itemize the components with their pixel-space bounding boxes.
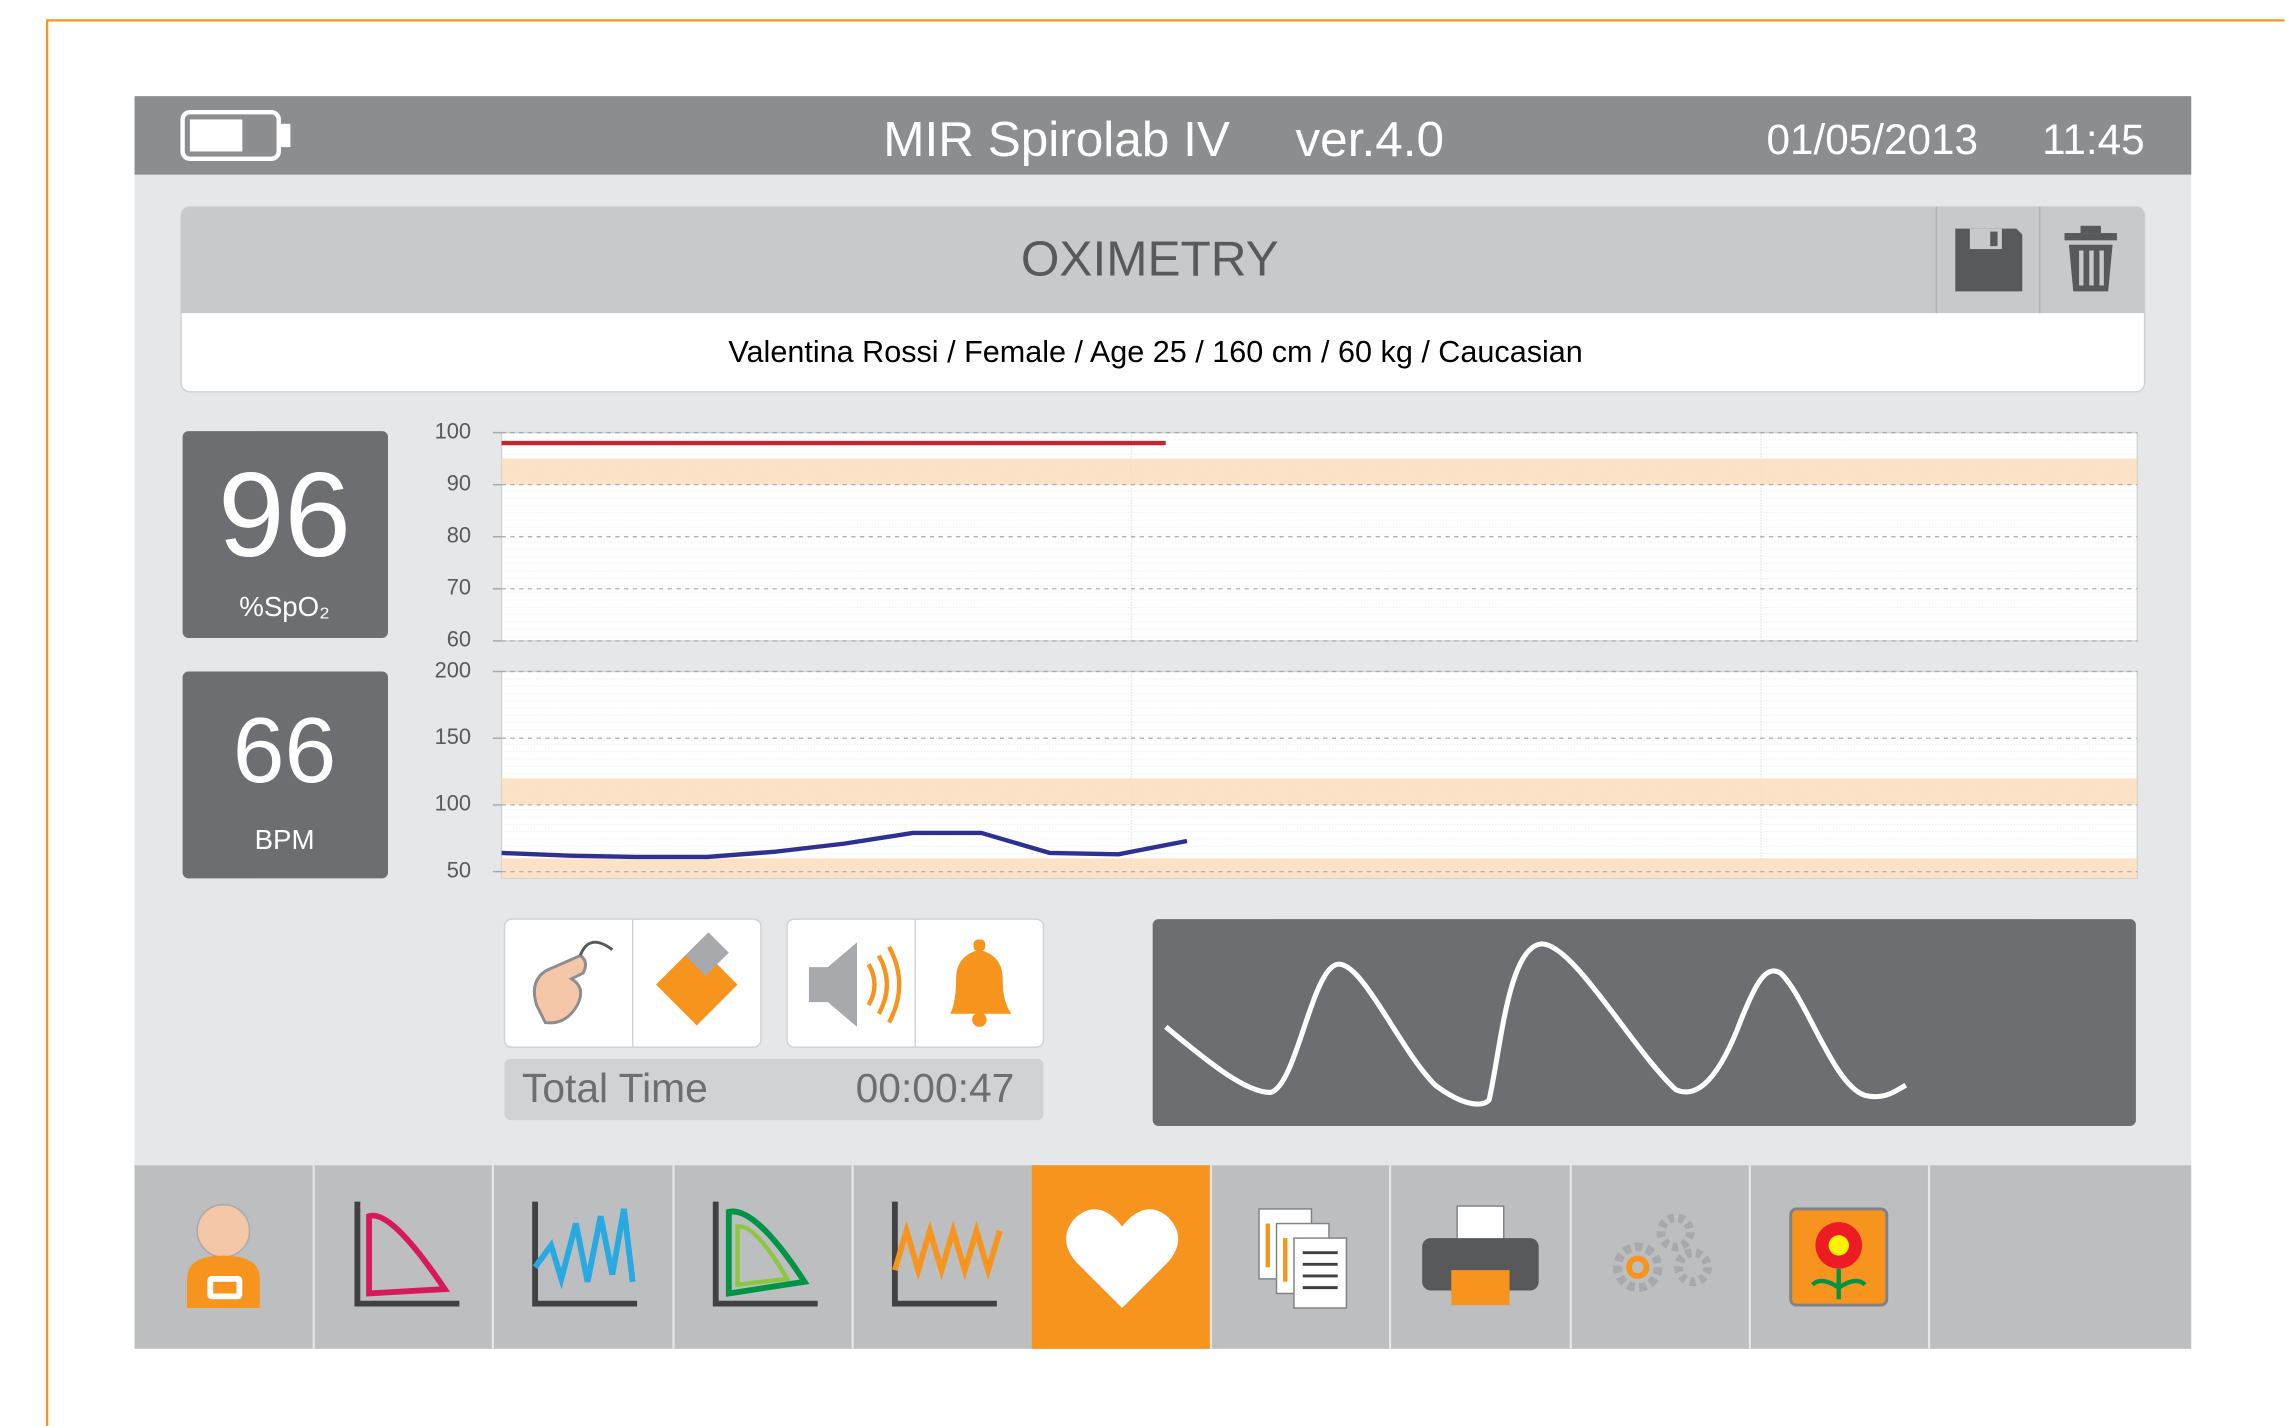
y-tick-label: 150 <box>435 724 471 749</box>
pleth-wave <box>1164 941 1908 1107</box>
pulse-label: BPM <box>255 824 315 855</box>
battery-icon <box>180 109 291 161</box>
panel-title: OXIMETRY <box>1021 231 1279 286</box>
spo2-value: 96 <box>218 449 351 582</box>
fvc-post-button[interactable] <box>712 1201 818 1307</box>
header-bar <box>134 96 2192 175</box>
threshold-band <box>501 778 2138 805</box>
y-tick-label: 50 <box>447 857 471 882</box>
threshold-band <box>501 458 2138 485</box>
y-tick-label: 60 <box>447 627 471 652</box>
patient-info: Valentina Rossi / Female / Age 25 / 160 … <box>728 335 1582 369</box>
mvv-button[interactable] <box>532 1201 638 1307</box>
pulse-value: 66 <box>233 698 337 802</box>
delete-button[interactable] <box>2064 225 2117 292</box>
y-tick-label: 90 <box>447 470 471 495</box>
timer-label: Total Time <box>522 1065 708 1111</box>
panel-header <box>181 206 2145 314</box>
timer-value: 00:00:47 <box>856 1065 1015 1111</box>
save-button[interactable] <box>1955 228 2023 292</box>
alarm-button[interactable] <box>950 939 1012 1027</box>
y-tick-label: 100 <box>435 418 471 443</box>
y-tick-label: 100 <box>435 791 471 816</box>
svc-button[interactable] <box>891 1201 1003 1307</box>
charts-layer: 100 90 80 70 60 200 150 100 50 <box>435 418 2138 882</box>
y-tick-label: 70 <box>447 575 471 600</box>
y-tick-label: 200 <box>435 657 471 682</box>
pulse-box <box>182 671 388 879</box>
spo2-box <box>182 431 388 638</box>
gallery-button[interactable] <box>1789 1207 1889 1307</box>
print-button[interactable] <box>1422 1205 1539 1306</box>
pleth-panel <box>1152 919 2136 1126</box>
trend-line <box>501 830 1188 860</box>
app-version: ver.4.0 <box>1295 112 1444 167</box>
toolbar-separators <box>312 1165 1931 1349</box>
y-tick-label: 80 <box>447 523 471 548</box>
sound-button[interactable] <box>808 942 902 1027</box>
archive-button[interactable] <box>1258 1208 1348 1309</box>
app-title: MIR Spirolab IV <box>883 112 1230 167</box>
finger-sensor-button[interactable] <box>532 940 614 1025</box>
time: 11:45 <box>2042 116 2145 163</box>
patient-button[interactable] <box>186 1203 260 1309</box>
threshold-band <box>501 858 2138 879</box>
fvc-button[interactable] <box>354 1201 460 1307</box>
frame <box>46 19 2285 1426</box>
spo2-label: %SpO₂ <box>239 591 330 622</box>
timer-bar <box>504 1058 1044 1121</box>
oximetry-button[interactable] <box>1066 1209 1179 1309</box>
pulse-chart <box>500 670 2139 880</box>
date: 01/05/2013 <box>1767 116 1978 163</box>
